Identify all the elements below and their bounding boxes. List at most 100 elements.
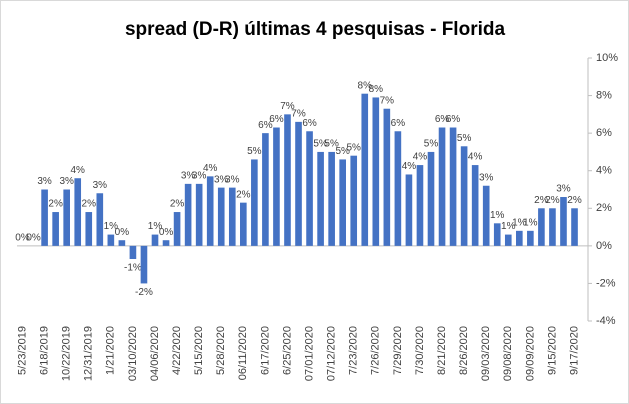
data-label: 3%	[37, 176, 52, 187]
bar	[52, 212, 59, 246]
data-label: 1%	[148, 221, 163, 232]
data-label: 1%	[512, 217, 527, 228]
x-tick-label: 4/22/2020	[171, 326, 183, 375]
bar	[372, 97, 380, 246]
data-label: 6%	[302, 118, 317, 129]
x-tick-label: 06/11/2020	[237, 326, 249, 380]
chart-title: spread (D-R) últimas 4 pesquisas - Flori…	[125, 19, 506, 40]
bar	[405, 174, 413, 246]
data-label: 2%	[170, 199, 185, 210]
bar	[118, 240, 126, 246]
data-label: 3%	[59, 176, 74, 187]
bar	[195, 183, 203, 246]
data-label: 0%	[159, 227, 174, 238]
bar	[240, 202, 247, 246]
bar	[306, 131, 313, 246]
bar	[493, 223, 501, 246]
y-tick-label: 4%	[596, 165, 612, 177]
x-tick-label: 9/15/2020	[546, 326, 558, 375]
x-tick-label: 6/17/2020	[259, 326, 271, 375]
bar	[228, 187, 236, 246]
data-label: 8%	[358, 80, 373, 91]
x-tick-label: 12/31/2019	[83, 326, 95, 381]
bar	[173, 212, 181, 246]
x-tick-label: 10/22/2019	[61, 326, 73, 381]
x-tick-label: 6/18/2019	[39, 326, 51, 375]
bar	[317, 151, 324, 246]
data-label: 7%	[280, 101, 295, 112]
data-label: 2%	[236, 189, 251, 200]
bar	[328, 151, 335, 246]
bar	[151, 234, 159, 246]
data-label: 6%	[269, 114, 284, 125]
data-label: 6%	[391, 118, 406, 129]
data-label: 2%	[82, 199, 97, 210]
x-tick-label: 9/17/2020	[568, 326, 580, 375]
bar	[217, 187, 225, 246]
bar	[41, 189, 48, 246]
data-label: 1%	[501, 221, 516, 232]
data-label: 5%	[247, 146, 262, 157]
bar	[295, 121, 302, 246]
y-tick-label: 0%	[596, 240, 612, 252]
x-tick-label: 6/25/2020	[281, 326, 293, 375]
data-label: 4%	[402, 161, 417, 172]
data-label: 3%	[479, 172, 494, 183]
data-label: 5%	[313, 139, 328, 150]
x-tick-label: 7/23/2020	[348, 326, 360, 375]
data-label: 0%	[115, 227, 130, 238]
data-label: 4%	[203, 163, 218, 174]
data-label: 4%	[70, 165, 85, 176]
bar	[284, 114, 291, 246]
x-tick-label: 09/08/2020	[502, 326, 514, 381]
bar	[549, 208, 556, 246]
bar	[96, 193, 104, 246]
y-tick-label: 6%	[596, 127, 612, 139]
data-label: 1%	[490, 210, 505, 221]
data-label: 2%	[534, 195, 549, 206]
data-label: 2%	[48, 199, 63, 210]
bar	[251, 159, 258, 246]
x-tick-label: 5/28/2020	[215, 326, 227, 375]
bar	[107, 234, 115, 246]
bar	[339, 159, 346, 246]
data-label: 0%	[26, 232, 41, 243]
x-tick-label: 5/15/2020	[193, 326, 205, 375]
bar	[394, 131, 402, 246]
data-label: 3%	[556, 184, 571, 195]
data-label: -1%	[124, 263, 142, 274]
bar	[471, 165, 479, 246]
x-tick-label: 03/10/2020	[127, 326, 139, 381]
data-label: 1%	[104, 221, 119, 232]
data-label: 7%	[291, 109, 306, 120]
data-label: 2%	[545, 195, 560, 206]
bar	[361, 93, 369, 246]
x-tick-label: 7/26/2020	[370, 326, 382, 375]
x-tick-label: 8/26/2020	[458, 326, 470, 375]
bar	[74, 178, 82, 246]
x-tick-label: 09/03/2020	[480, 326, 492, 381]
y-tick-label: 8%	[596, 89, 612, 101]
bar	[273, 127, 280, 246]
data-label: 6%	[258, 120, 273, 131]
data-label: 8%	[369, 84, 384, 95]
bar	[63, 189, 70, 246]
bar	[129, 245, 137, 260]
data-label: 4%	[468, 152, 483, 163]
x-tick-label: 09/09/2020	[524, 326, 536, 381]
bar	[460, 146, 468, 246]
data-label: 7%	[380, 95, 395, 106]
bar	[162, 240, 170, 246]
x-tick-label: 8/21/2020	[436, 326, 448, 375]
data-label: 5%	[424, 139, 439, 150]
x-tick-label: 07/12/2020	[326, 326, 338, 381]
x-tick-label: 1/21/2020	[105, 326, 117, 375]
bar	[449, 127, 457, 246]
data-label: 6%	[435, 114, 450, 125]
y-tick-label: 2%	[596, 202, 612, 214]
bar	[140, 245, 148, 284]
bar	[516, 230, 523, 246]
data-label: 5%	[346, 142, 361, 153]
